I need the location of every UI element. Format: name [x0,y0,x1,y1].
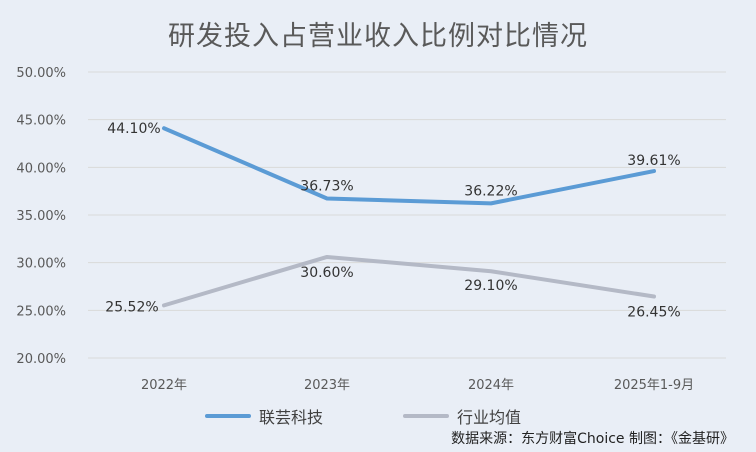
data-label-lianyun: 44.10% [107,121,160,137]
data-label-industry-avg: 25.52% [105,299,158,315]
legend-label-lianyun: 联芸科技 [259,408,324,427]
x-tick-label: 2023年 [304,378,350,393]
legend-swatch-industry-avg [403,414,450,418]
legend-swatch-lianyun [205,414,251,418]
y-tick-label: 45.00% [16,114,66,129]
legend-item-industry-avg: 行业均值 [403,404,521,428]
data-label-lianyun: 36.73% [300,179,353,195]
x-tick-label: 2025年1-9月 [614,378,694,393]
data-label-lianyun: 36.22% [464,183,517,199]
x-tick-label: 2024年 [468,378,514,393]
data-label-industry-avg: 30.60% [300,265,353,281]
chart-title: 研发投入占营业收入比例对比情况 [168,21,588,52]
series-line-industry-avg [162,254,656,308]
x-tick-label: 2022年 [141,378,187,393]
data-label-industry-avg: 29.10% [464,278,517,294]
y-tick-label: 35.00% [16,209,66,224]
y-tick-label: 20.00% [16,352,66,367]
y-tick-label: 40.00% [16,161,66,176]
data-label-lianyun: 39.61% [627,153,680,169]
source-note: 数据来源：东方财富Choice 制图：《金基研》 [451,431,734,447]
y-tick-label: 25.00% [16,304,66,319]
legend: 联芸科技 行业均值 [205,404,665,428]
y-tick-label: 50.00% [16,66,66,81]
legend-item-lianyun: 联芸科技 [205,404,323,428]
legend-label-industry-avg: 行业均值 [457,408,522,427]
series-line-lianyun [162,126,656,206]
y-tick-label: 30.00% [16,257,66,272]
data-label-industry-avg: 26.45% [627,305,680,321]
